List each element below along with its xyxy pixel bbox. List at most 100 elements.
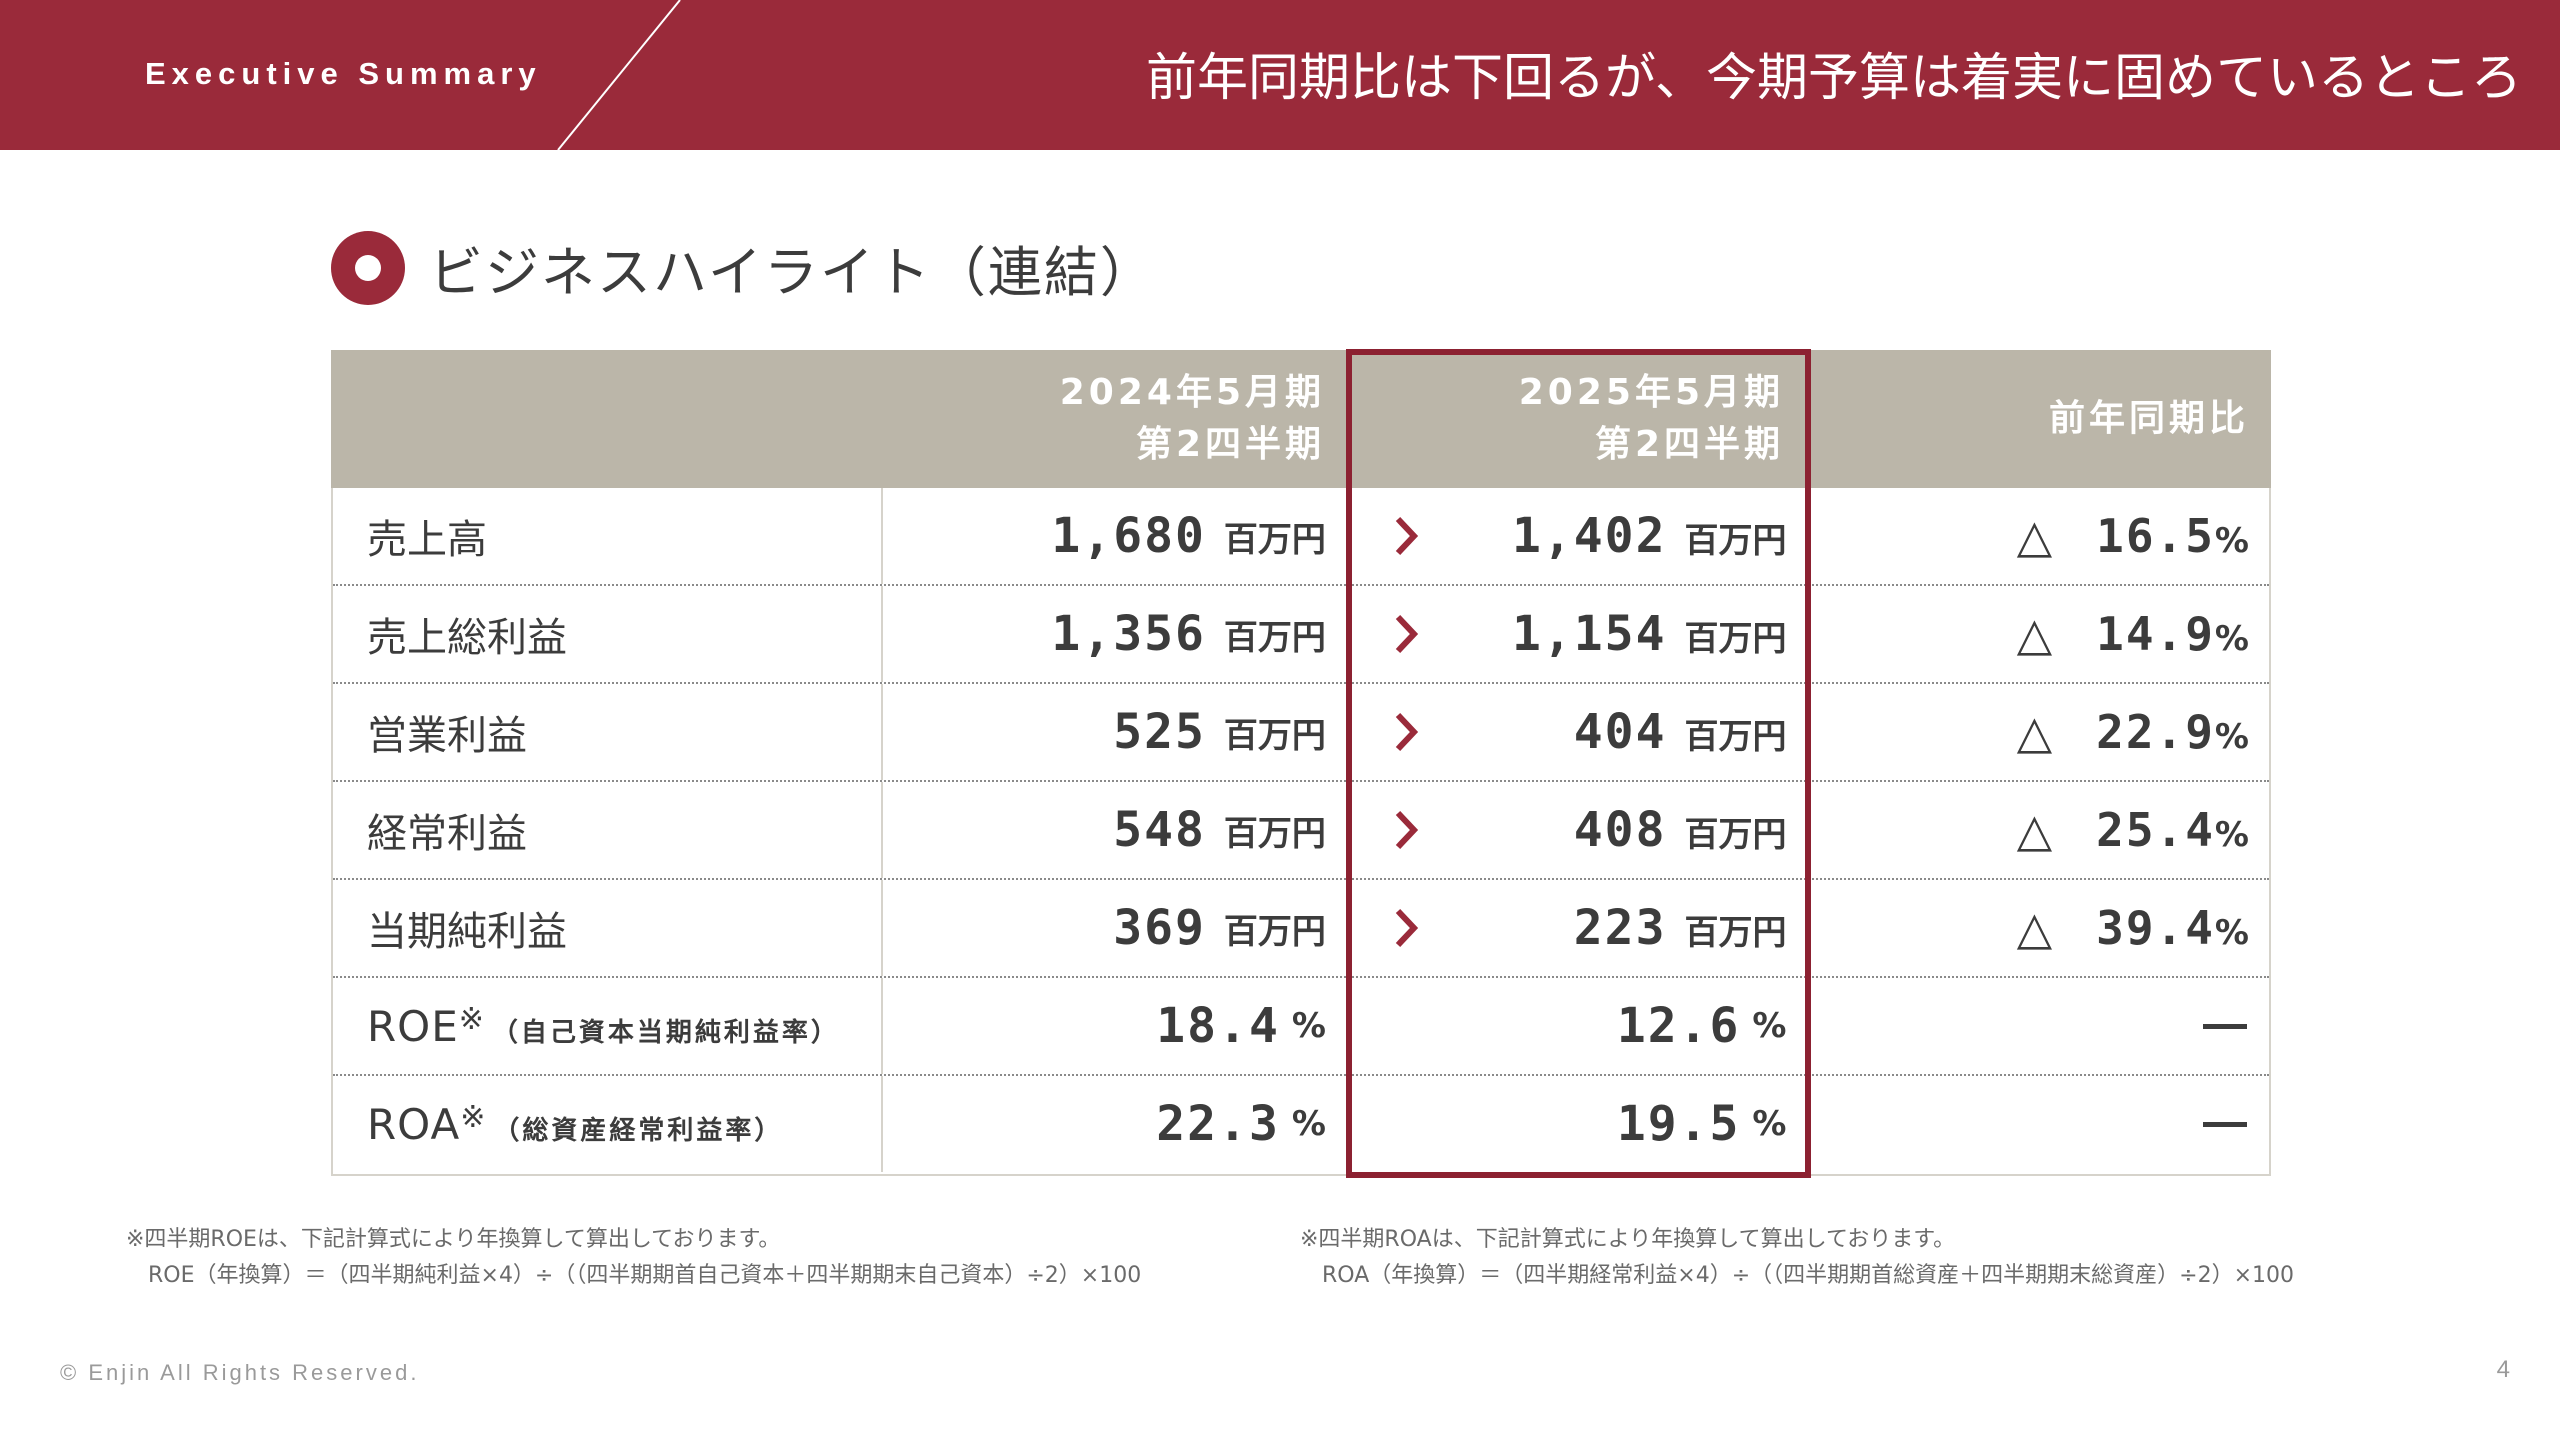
prev-value-cell: 1,680 百万円	[883, 488, 1350, 584]
header-prev-year: 2024年5月期	[1059, 372, 1325, 413]
header-slash-decoration	[557, 0, 681, 150]
ratio-name: ROA	[367, 1099, 461, 1149]
percent-sign: %	[1752, 1006, 1787, 1046]
unit-label: 百万円	[1223, 715, 1326, 756]
curr-value: 408	[1573, 802, 1667, 858]
curr-value-cell: 223 百万円	[1350, 880, 1809, 976]
unit-label: 百万円	[1223, 617, 1326, 658]
header-yoy-label: 前年同期比	[2048, 398, 2249, 439]
page-number: 4	[2496, 1356, 2510, 1383]
footnote-roe-formula: ROE（年換算）＝（四半期純利益×4）÷（（四半期期首自己資本＋四半期期末自己資…	[148, 1263, 1142, 1288]
row-label: 売上総利益	[333, 586, 884, 682]
percent-sign: %	[1291, 1104, 1326, 1144]
yoy-cell: △ 14.9%	[1808, 586, 2269, 682]
section-label: Executive Summary	[145, 56, 542, 91]
curr-value-cell: 1,154 百万円	[1350, 586, 1809, 682]
prev-value: 22.3	[1156, 1096, 1280, 1152]
prev-value-cell: 548 百万円	[883, 782, 1350, 878]
footnote-mark: ※	[458, 1001, 484, 1037]
unit-label: 百万円	[1223, 519, 1326, 560]
yoy-cell: △ 25.4%	[1808, 782, 2269, 878]
table-row: 売上総利益 1,356 百万円 1,154 百万円 △ 14.9%	[333, 586, 2269, 684]
curr-value: 19.5	[1616, 1096, 1741, 1152]
prev-value: 369	[1113, 900, 1206, 956]
footnote-mark: ※	[460, 1099, 486, 1135]
header-band: Executive Summary 前年同期比は下回るが、今期予算は着実に固めて…	[0, 0, 2560, 150]
prev-value: 1,356	[1051, 606, 1206, 662]
ratio-description: （自己資本当期純利益率）	[491, 1017, 840, 1048]
curr-value: 1,402	[1511, 508, 1667, 564]
percent-sign: %	[2214, 619, 2249, 659]
table-row: 営業利益 525 百万円 404 百万円 △ 22.9%	[333, 684, 2269, 782]
percent-sign: %	[2214, 717, 2249, 757]
ratio-name: ROE	[367, 1001, 459, 1051]
header-curr-year: 2025年5月期	[1518, 372, 1784, 413]
yoy-cell	[1808, 1076, 2269, 1172]
footnote-roa-line1: ※四半期ROAは、下記計算式により年換算して算出しております。	[1300, 1227, 1956, 1252]
headline: 前年同期比は下回るが、今期予算は着実に固めているところ	[1146, 49, 2522, 108]
yoy-cell: △ 16.5%	[1808, 488, 2269, 584]
header-cell-yoy: 前年同期比	[1810, 350, 2271, 488]
prev-value: 548	[1113, 802, 1206, 858]
table-row: 売上高 1,680 百万円 1,402 百万円 △ 16.5%	[333, 488, 2269, 586]
decrease-triangle-icon: △	[2016, 509, 2053, 563]
unit-label: 百万円	[1684, 913, 1787, 953]
yoy-value: 39.4	[2096, 901, 2215, 955]
row-label: 売上高	[333, 488, 884, 584]
prev-value: 18.4	[1156, 998, 1280, 1054]
chevron-right-icon	[1395, 614, 1419, 654]
footnote-roa-formula: ROA（年換算）＝（四半期経常利益×4）÷（（四半期期首総資産＋四半期期末総資産…	[1322, 1263, 2294, 1288]
percent-sign: %	[2214, 913, 2249, 953]
curr-value-cell: 1,402 百万円	[1350, 488, 1809, 584]
footnote-roe-line1: ※四半期ROEは、下記計算式により年換算して算出しております。	[126, 1227, 781, 1252]
decrease-triangle-icon: △	[2016, 803, 2053, 857]
curr-value-cell: 19.5%	[1350, 1076, 1809, 1172]
row-label-roe: ROE ※ （自己資本当期純利益率）	[333, 978, 884, 1074]
chevron-right-icon	[1395, 810, 1419, 850]
row-label-roa: ROA ※ （総資産経常利益率）	[333, 1076, 884, 1172]
percent-sign: %	[2214, 521, 2249, 561]
curr-value-cell: 408 百万円	[1350, 782, 1809, 878]
business-highlights-table: 2024年5月期 第2四半期 2025年5月期 第2四半期 前年同期比 売上高 …	[331, 350, 2271, 1176]
unit-label: 百万円	[1684, 815, 1787, 855]
yoy-value: 25.4	[2096, 803, 2215, 857]
header-cell-prev-period: 2024年5月期 第2四半期	[884, 350, 1351, 488]
curr-value: 1,154	[1511, 606, 1667, 662]
row-label: 経常利益	[333, 782, 884, 878]
decrease-triangle-icon: △	[2016, 607, 2053, 661]
table-row: 当期純利益 369 百万円 223 百万円 △ 39.4%	[333, 880, 2269, 978]
unit-label: 百万円	[1223, 911, 1326, 952]
yoy-value: 14.9	[2096, 607, 2215, 661]
chevron-right-icon	[1395, 908, 1419, 948]
dash-icon	[2203, 1023, 2247, 1029]
decrease-triangle-icon: △	[2016, 705, 2053, 759]
percent-sign: %	[1291, 1006, 1326, 1046]
prev-value: 1,680	[1051, 508, 1206, 564]
curr-value: 12.6	[1616, 998, 1741, 1054]
section-title: ビジネスハイライト（連結）	[429, 241, 1156, 304]
footnote-roa: ※四半期ROAは、下記計算式により年換算して算出しております。 ROA（年換算）…	[1300, 1222, 2294, 1294]
table-row-roe: ROE ※ （自己資本当期純利益率） 18.4% 12.6%	[333, 978, 2269, 1076]
yoy-cell: △ 39.4%	[1808, 880, 2269, 976]
prev-value-cell: 525 百万円	[883, 684, 1350, 780]
table-header: 2024年5月期 第2四半期 2025年5月期 第2四半期 前年同期比	[331, 350, 2271, 488]
curr-value: 223	[1573, 900, 1667, 956]
unit-label: 百万円	[1223, 813, 1326, 854]
chevron-right-icon	[1395, 516, 1419, 556]
prev-value-cell: 1,356 百万円	[883, 586, 1350, 682]
percent-sign: %	[1752, 1104, 1787, 1144]
yoy-value: 22.9	[2096, 705, 2215, 759]
section-heading: ビジネスハイライト（連結）	[331, 228, 1156, 307]
header-curr-quarter: 第2四半期	[1594, 424, 1784, 465]
yoy-cell: △ 22.9%	[1808, 684, 2269, 780]
yoy-value: 16.5	[2096, 509, 2215, 563]
curr-value-cell: 12.6%	[1350, 978, 1809, 1074]
yoy-cell	[1808, 978, 2269, 1074]
prev-value: 525	[1113, 704, 1206, 760]
unit-label: 百万円	[1684, 619, 1787, 659]
copyright: © Enjin All Rights Reserved.	[60, 1360, 420, 1385]
table-row-roa: ROA ※ （総資産経常利益率） 22.3% 19.5%	[333, 1076, 2269, 1174]
header-prev-quarter: 第2四半期	[1135, 424, 1325, 465]
table-body: 売上高 1,680 百万円 1,402 百万円 △ 16.5% 売上総利益 1,356…	[331, 488, 2271, 1176]
chevron-right-icon	[1395, 712, 1419, 752]
